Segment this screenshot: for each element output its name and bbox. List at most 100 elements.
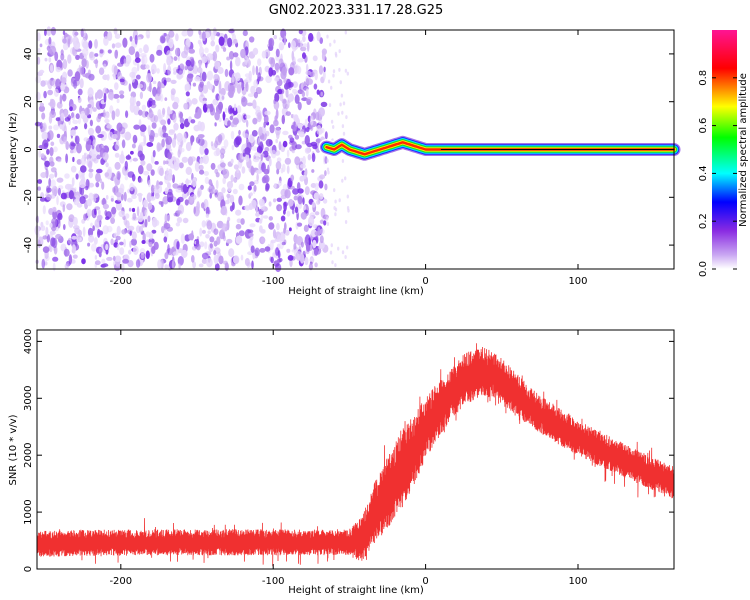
spectrogram-noise-speck bbox=[202, 84, 209, 94]
spectrogram-noise-speck bbox=[213, 73, 220, 81]
spectrogram-noise-speck bbox=[279, 93, 284, 101]
spectrogram-noise-speck bbox=[285, 111, 291, 116]
spectrogram-noise-speck bbox=[38, 69, 45, 74]
spectrogram-noise-speck bbox=[87, 127, 95, 136]
spectrogram-noise-speck bbox=[338, 198, 341, 203]
spectrogram-noise-speck bbox=[193, 206, 196, 214]
spectrogram-noise-speck bbox=[229, 115, 234, 121]
spectrogram-noise-speck bbox=[176, 241, 180, 250]
spectrogram-noise-speck bbox=[55, 117, 61, 122]
spectrogram-noise-speck bbox=[173, 122, 179, 131]
spectrogram-noise-speck bbox=[59, 124, 63, 130]
spectrogram-noise-speck bbox=[302, 35, 306, 43]
spectrogram-noise-speck bbox=[206, 258, 213, 268]
spectrogram-noise-speck bbox=[275, 126, 281, 136]
spectrogram-noise-speck bbox=[165, 135, 173, 145]
spectrogram-noise-speck bbox=[257, 58, 262, 66]
spectrogram-noise-speck bbox=[232, 52, 239, 58]
spectrogram-noise-speck bbox=[119, 241, 124, 246]
spectrogram-noise-speck bbox=[60, 192, 67, 200]
spectrogram-noise-speck bbox=[330, 85, 333, 90]
spectrogram-noise-speck bbox=[326, 34, 329, 39]
spectrogram-noise-speck bbox=[136, 206, 140, 217]
spectrogram-noise-speck bbox=[107, 131, 114, 141]
spectrogram-noise-speck bbox=[53, 88, 59, 98]
spectrogram-noise-speck bbox=[149, 135, 155, 143]
spectrogram-noise-speck bbox=[250, 165, 254, 176]
spectrogram-noise-speck bbox=[255, 65, 259, 76]
spectrogram-noise-speck bbox=[74, 126, 78, 130]
spectrogram-noise-speck bbox=[250, 85, 256, 95]
spectrogram-noise-speck bbox=[274, 77, 280, 82]
spectrogram-noise-speck bbox=[226, 193, 231, 199]
spectrogram-noise-speck bbox=[105, 216, 110, 221]
spectrogram-noise-speck bbox=[124, 131, 132, 141]
spectrogram-noise-speck bbox=[138, 47, 143, 54]
spectrogram-noise-speck bbox=[297, 58, 304, 63]
spectrogram-noise-speck bbox=[201, 229, 206, 234]
spectrogram-noise-speck bbox=[105, 162, 109, 168]
spectrogram-noise-speck bbox=[232, 119, 239, 125]
spectrogram-noise-speck bbox=[282, 140, 288, 148]
x-tick-label: -200 bbox=[109, 576, 132, 587]
snr-y-ticks: 0 1000 2000 3000 4000 bbox=[23, 329, 674, 572]
spectrogram-noise-speck bbox=[250, 199, 257, 209]
spectrogram-noise-speck bbox=[71, 111, 76, 121]
spectrogram-noise-speck bbox=[146, 142, 154, 147]
spectrogram-noise-speck bbox=[204, 241, 208, 250]
spectrogram-noise-speck bbox=[113, 27, 118, 35]
spectrogram-noise-speck bbox=[305, 77, 312, 85]
spectrogram-noise-speck bbox=[246, 102, 253, 107]
spectrogram-noise-speck bbox=[40, 172, 47, 178]
colorbar-tick-label: 0.2 bbox=[698, 213, 709, 229]
spectrogram-noise-speck bbox=[179, 111, 184, 119]
spectrogram-noise-speck bbox=[105, 195, 109, 200]
spectrogram-noise-speck bbox=[48, 178, 52, 187]
spectrogram-noise-speck bbox=[167, 152, 172, 160]
spectrogram-noise-speck bbox=[280, 69, 287, 80]
spectrogram-noise-speck bbox=[270, 256, 274, 264]
spectrogram-noise-speck bbox=[185, 166, 192, 175]
colorbar-label: Normalized spectral amplitude bbox=[738, 73, 749, 227]
spectrogram-noise-speck bbox=[70, 165, 77, 173]
spectrogram-noise-speck bbox=[135, 74, 141, 80]
spectrogram-noise-speck bbox=[113, 73, 117, 80]
spectrogram-noise-speck bbox=[85, 178, 90, 189]
spectrogram-noise-speck bbox=[167, 182, 171, 189]
spectrogram-noise-speck bbox=[232, 188, 238, 195]
spectrogram-noise-speck bbox=[238, 195, 243, 206]
spectrogram-noise-speck bbox=[117, 71, 123, 81]
spectrogram-noise-speck bbox=[50, 179, 56, 189]
spectrogram-noise-speck bbox=[244, 55, 248, 66]
spectrogram-noise-speck bbox=[269, 124, 275, 134]
snr-frame bbox=[36, 329, 675, 570]
spectrogram-noise-speck bbox=[243, 133, 249, 139]
spectrogram-noise-speck bbox=[96, 168, 103, 174]
spectrogram-noise-speck bbox=[290, 114, 294, 119]
spectrogram-noise-speck bbox=[42, 122, 47, 132]
spectrogram-noise-speck bbox=[230, 130, 235, 140]
spectrogram-noise-speck bbox=[320, 128, 325, 133]
spectrogram-noise-speck bbox=[199, 227, 203, 237]
spectrogram-noise-speck bbox=[99, 49, 104, 54]
spectrogram-noise-speck bbox=[42, 246, 50, 254]
spectrogram-noise-speck bbox=[327, 79, 331, 84]
spectrogram-noise-speck bbox=[319, 235, 324, 244]
spectrogram-noise-speck bbox=[69, 106, 73, 112]
spectrogram-noise-speck bbox=[64, 173, 70, 179]
spectrogram-noise-speck bbox=[212, 27, 217, 36]
spectrogram-noise-speck bbox=[302, 43, 308, 48]
spectrogram-noise-speck bbox=[47, 79, 53, 90]
spectrogram-noise-speck bbox=[42, 235, 47, 240]
spectrogram-x-ticks: -200 -100 0 100 bbox=[109, 30, 588, 287]
spectrogram-noise-speck bbox=[223, 139, 229, 148]
spectrogram-noise-speck bbox=[203, 171, 209, 176]
spectrogram-noise-speck bbox=[312, 55, 318, 62]
spectrogram-noise-speck bbox=[46, 194, 52, 201]
spectrogram-noise-speck bbox=[228, 50, 235, 60]
spectrogram-noise-speck bbox=[145, 30, 151, 38]
spectrogram-noise-speck bbox=[54, 51, 59, 62]
spectrogram-noise-speck bbox=[249, 133, 255, 144]
spectrogram-noise-speck bbox=[256, 112, 262, 123]
spectrogram-noise-speck bbox=[314, 262, 318, 268]
